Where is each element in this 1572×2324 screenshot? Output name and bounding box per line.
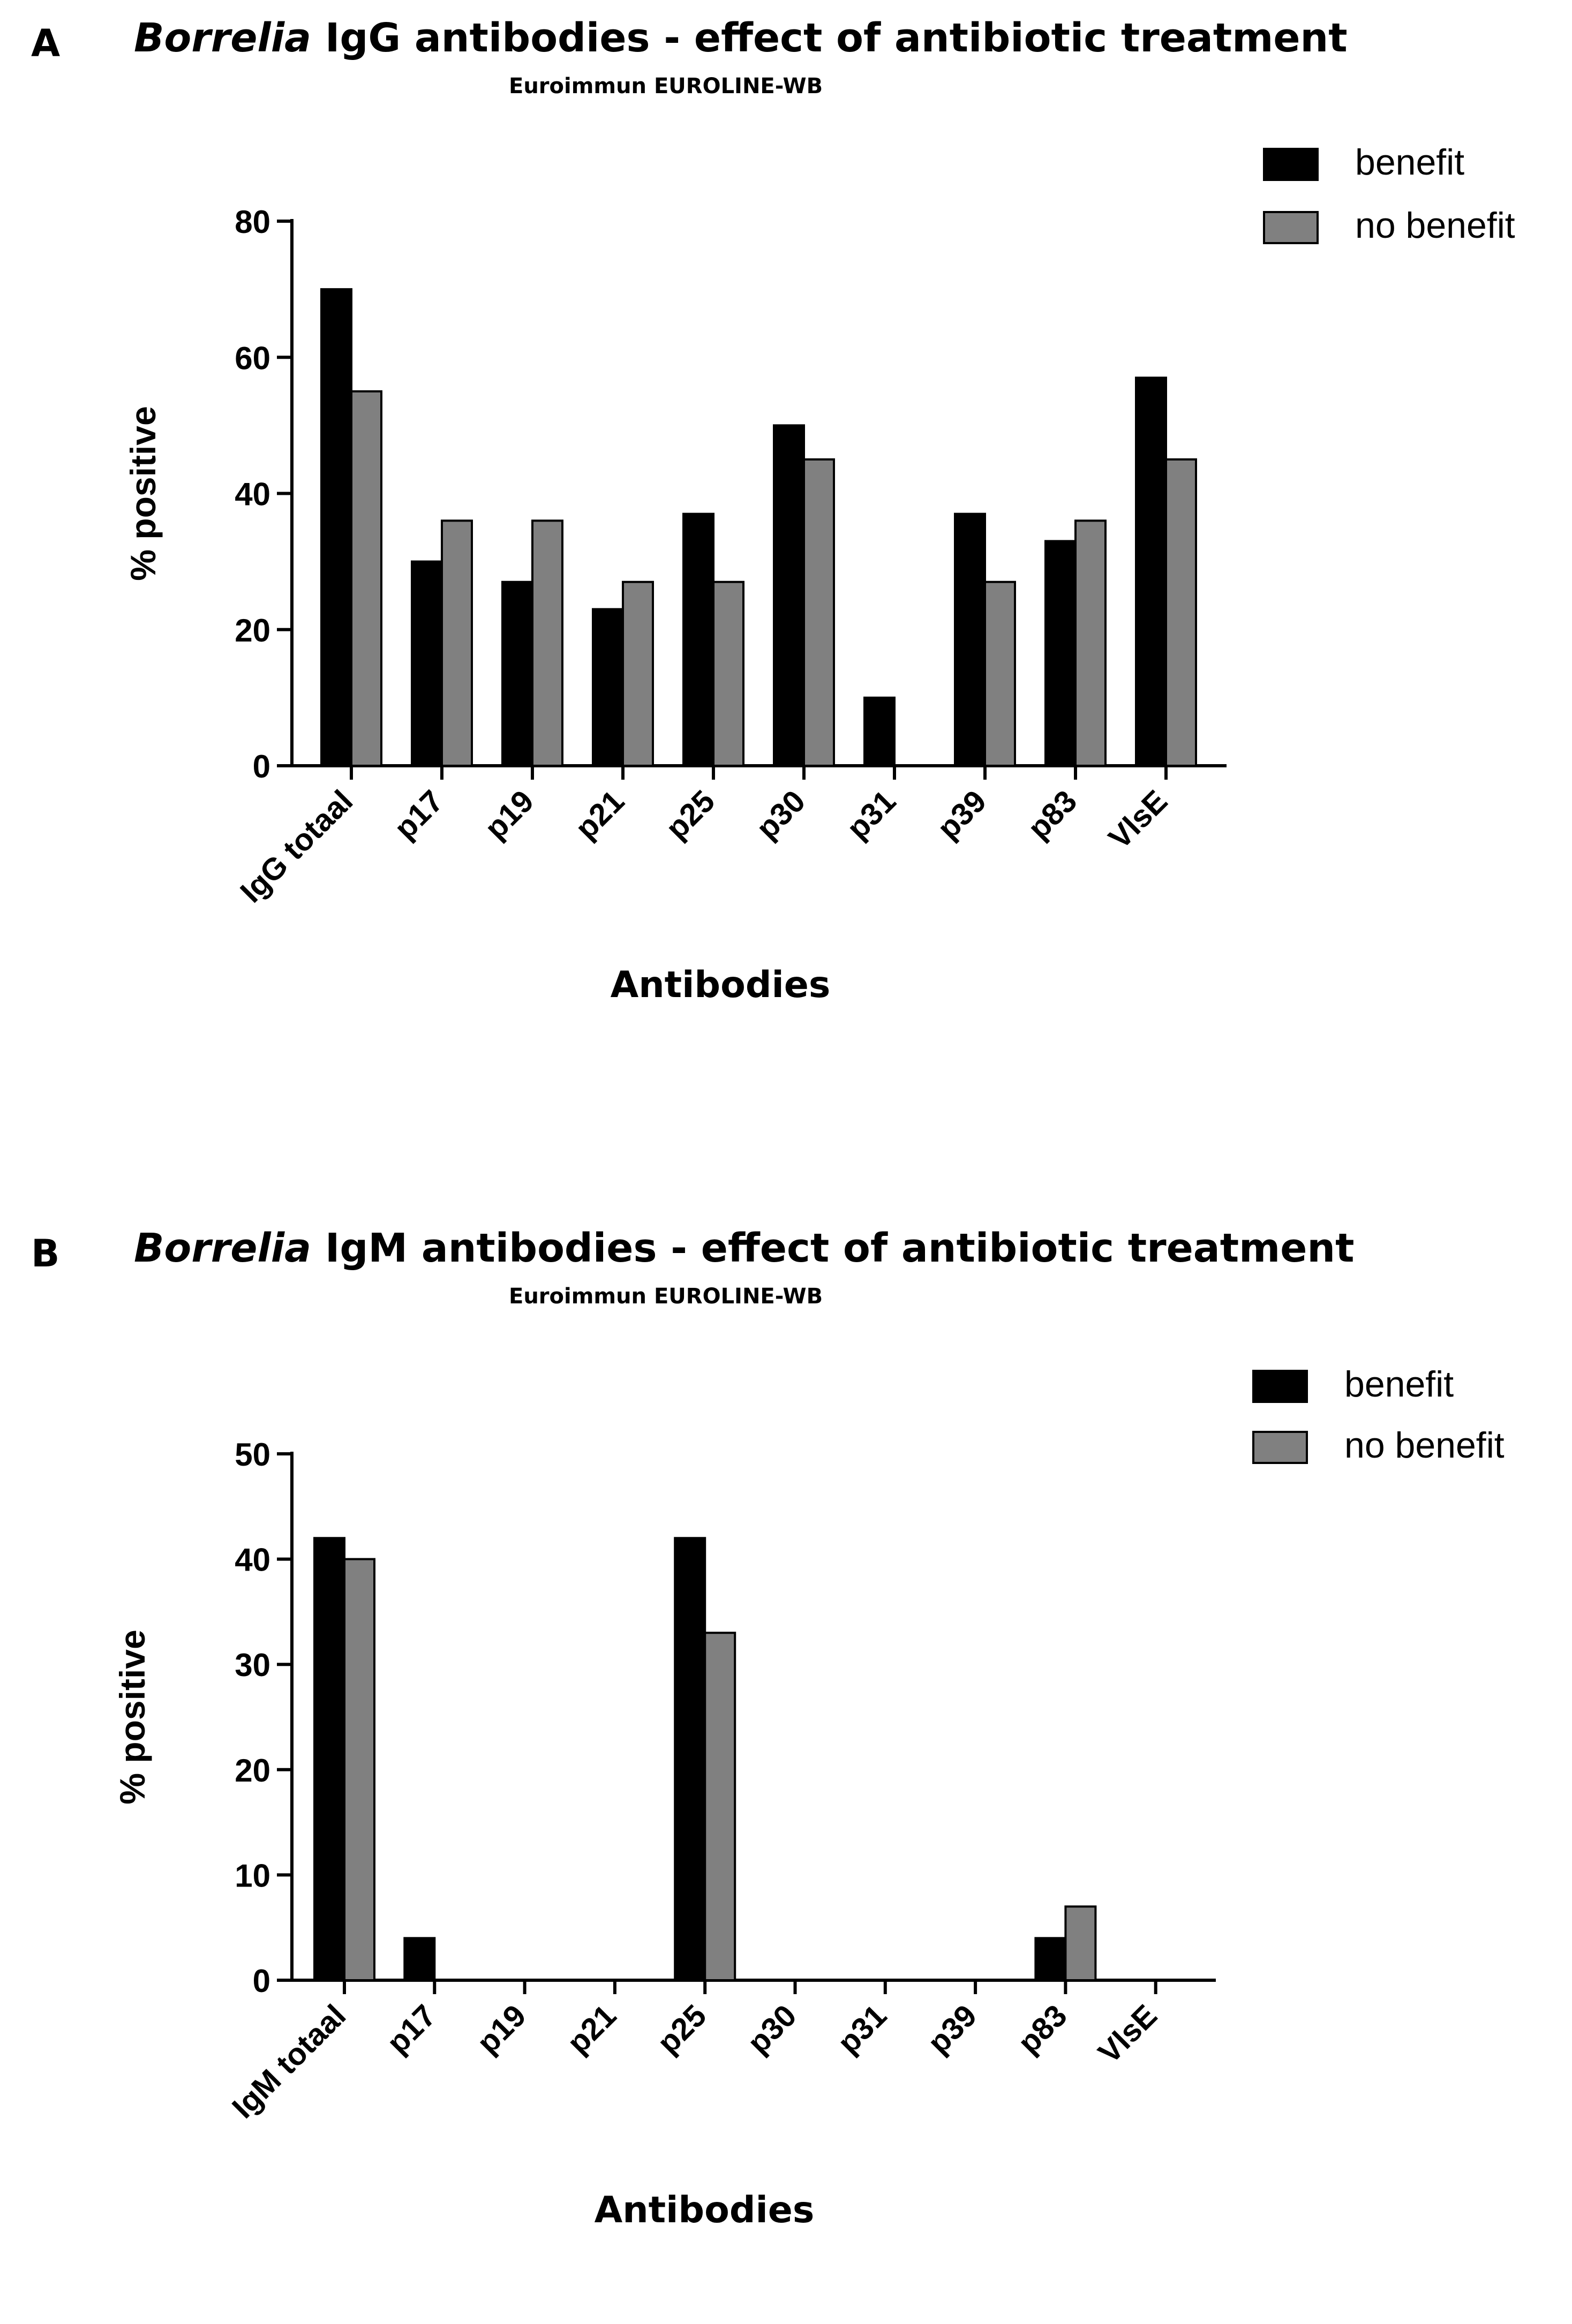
x-axis-title: Antibodies [595, 2189, 815, 2231]
bar-benefit-p17 [411, 560, 443, 767]
legend-label-no-benefit: no benefit [1355, 205, 1515, 246]
legend-label-no-benefit: no benefit [1344, 1425, 1505, 1466]
x-tick-label-p25: p25 [651, 1998, 713, 2061]
x-tick-label-p83: p83 [1011, 1998, 1074, 2061]
x-tick-label-p19: p19 [478, 783, 541, 846]
chart-title-rest-a: IgG antibodies - effect of antibiotic tr… [311, 15, 1348, 61]
x-tick-label-p17: p17 [388, 783, 450, 846]
bar-benefit-p21 [592, 608, 624, 767]
y-tick-label-40: 40 [235, 1542, 270, 1578]
legend-swatch-no-benefit [1252, 1431, 1308, 1464]
bar-no-benefit-p25 [704, 1632, 736, 1981]
bar-no-benefit-p83 [1064, 1905, 1097, 1981]
legend-swatch-benefit [1252, 1370, 1308, 1403]
y-axis-title: % positive [112, 1629, 152, 1804]
x-tick-label-IgG-totaal: IgG totaal [234, 783, 359, 909]
bar-benefit-p25 [674, 1537, 706, 1981]
bar-no-benefit-p17 [441, 519, 473, 767]
chart-panel-a: A Borrelia IgG antibodies - effect of an… [0, 0, 1572, 1114]
y-axis-title: % positive [123, 406, 163, 580]
legend-label-benefit: benefit [1355, 142, 1464, 183]
x-tick-label-p25: p25 [659, 783, 722, 846]
bar-benefit-p39 [954, 512, 986, 767]
bar-benefit-p25 [682, 512, 714, 767]
bar-no-benefit-IgG-totaal [350, 390, 382, 767]
chart-panel-b: B Borrelia IgM antibodies - effect of an… [0, 1210, 1572, 2324]
y-tick-label-20: 20 [235, 613, 270, 648]
bar-benefit-p17 [403, 1937, 436, 1981]
x-tick-label-p30: p30 [741, 1998, 803, 2061]
y-tick-label-40: 40 [235, 477, 270, 512]
x-axis-title: Antibodies [611, 964, 831, 1006]
chart-subtitle-b: Euroimmun EUROLINE-WB [509, 1284, 823, 1309]
legend-swatch-benefit [1263, 148, 1319, 181]
chart-title-b: Borrelia IgM antibodies - effect of anti… [134, 1225, 1354, 1271]
y-tick-label-0: 0 [253, 1963, 270, 1999]
panel-letter-a: A [31, 21, 61, 65]
x-tick-label-p39: p39 [921, 1998, 984, 2061]
bar-benefit-IgM-totaal [313, 1537, 345, 1981]
x-tick-label-p30: p30 [750, 783, 813, 846]
panel-letter-b: B [31, 1232, 60, 1276]
y-tick-label-30: 30 [235, 1647, 270, 1683]
chart-title-italic-a: Borrelia [134, 15, 312, 61]
chart-title-rest-b: IgM antibodies - effect of antibiotic tr… [311, 1225, 1355, 1271]
y-tick-label-20: 20 [235, 1753, 270, 1789]
x-tick-label-p17: p17 [380, 1998, 443, 2061]
chart-subtitle-a: Euroimmun EUROLINE-WB [509, 74, 823, 99]
bar-benefit-p31 [863, 696, 896, 767]
y-tick-label-10: 10 [235, 1858, 270, 1893]
x-tick-label-p31: p31 [831, 1998, 893, 2061]
y-tick-label-0: 0 [253, 749, 270, 784]
legend-label-benefit: benefit [1344, 1364, 1454, 1405]
chart-title-italic-b: Borrelia [134, 1225, 312, 1271]
legend-swatch-no-benefit [1263, 211, 1319, 244]
bar-chart-a: benefit no benefit 0 20 40 60 80 IgG totaal p17 p… [123, 142, 1515, 1006]
bar-no-benefit-IgM-totaal [343, 1558, 375, 1981]
x-tick-label-IgM-totaal: IgM totaal [225, 1998, 352, 2125]
y-tick-label-80: 80 [235, 204, 270, 240]
x-tick-label-p21: p21 [569, 783, 631, 846]
chart-title-a: Borrelia IgG antibodies - effect of anti… [134, 15, 1348, 61]
x-tick-label-p83: p83 [1021, 783, 1084, 846]
x-tick-label-p21: p21 [560, 1998, 623, 2061]
y-tick-label-60: 60 [235, 340, 270, 376]
x-tick-label-VlsE: VlsE [1092, 1998, 1164, 2070]
x-tick-label-p31: p31 [840, 783, 903, 846]
x-tick-label-VlsE: VlsE [1102, 783, 1174, 856]
bar-no-benefit-p25 [712, 580, 744, 767]
bar-benefit-VlsE [1135, 376, 1167, 767]
bar-benefit-p19 [501, 580, 533, 767]
bar-no-benefit-p19 [531, 519, 563, 767]
bar-benefit-p83 [1044, 540, 1077, 767]
bar-no-benefit-VlsE [1165, 458, 1197, 767]
bar-no-benefit-p39 [984, 580, 1016, 767]
x-tick-label-p19: p19 [470, 1998, 533, 2061]
bar-chart-b: benefit no benefit 0 10 20 30 40 50 IgM totaal p1… [112, 1364, 1505, 2231]
bar-no-benefit-p83 [1074, 519, 1107, 767]
bar-benefit-p30 [773, 424, 805, 767]
y-tick-label-50: 50 [235, 1437, 270, 1473]
bar-benefit-IgG-totaal [320, 288, 352, 767]
bar-no-benefit-p30 [803, 458, 835, 767]
bar-no-benefit-p21 [622, 580, 654, 767]
x-tick-label-p39: p39 [931, 783, 994, 846]
bar-benefit-p83 [1034, 1937, 1067, 1981]
